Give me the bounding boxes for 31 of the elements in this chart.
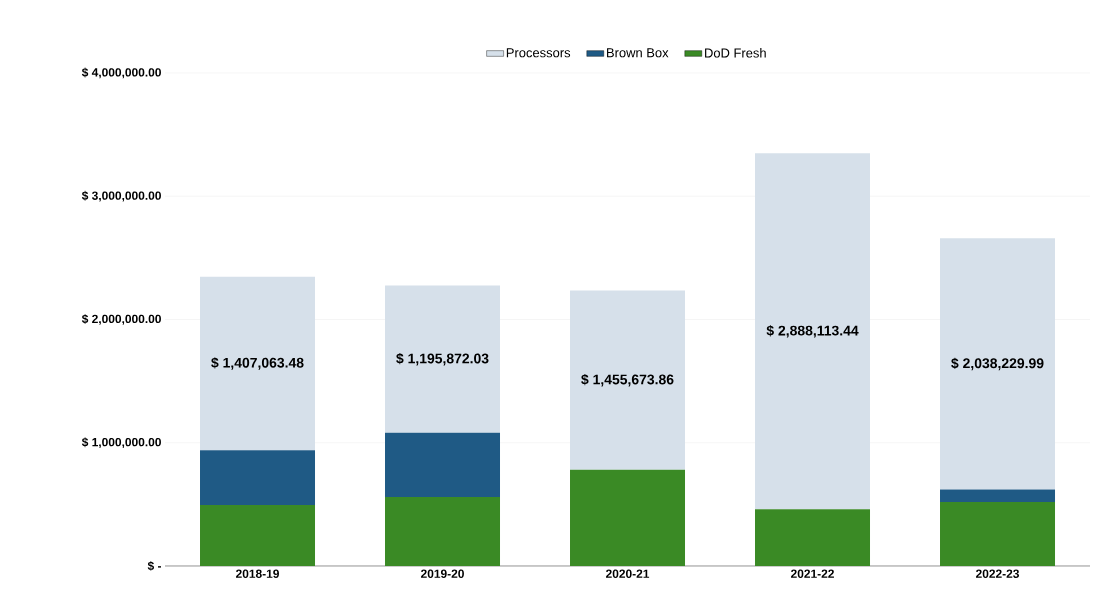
bar bbox=[940, 238, 1056, 490]
x-tick-label: 2022-23 bbox=[975, 569, 1020, 578]
legend-label: DoD Fresh bbox=[705, 48, 766, 58]
bar bbox=[385, 496, 501, 566]
bar bbox=[385, 432, 501, 497]
data-label: $ 2,038,229.99 bbox=[951, 357, 1044, 371]
data-label: $ 1,195,872.03 bbox=[396, 352, 489, 366]
bar bbox=[200, 450, 316, 505]
x-tick-label: 2018-19 bbox=[235, 569, 279, 578]
y-tick-label: $ 4,000,000.00 bbox=[81, 67, 161, 79]
y-tick-label: $ 2,000,000.00 bbox=[81, 314, 161, 325]
bar bbox=[940, 489, 1056, 502]
x-tick-label: 2019-20 bbox=[420, 569, 464, 578]
data-label: $ 2,888,113.44 bbox=[766, 325, 859, 338]
bar bbox=[755, 153, 871, 510]
legend-label: Brown Box bbox=[607, 48, 669, 58]
legend-label: Processors bbox=[506, 48, 571, 58]
bar bbox=[570, 290, 686, 470]
bar bbox=[755, 509, 871, 566]
data-label: $ 1,407,063.48 bbox=[211, 357, 304, 370]
bar bbox=[940, 501, 1056, 566]
y-tick-label: $ - bbox=[147, 561, 161, 571]
data-label: $ 1,455,673.86 bbox=[581, 373, 674, 387]
x-tick-label: 2020-21 bbox=[605, 569, 650, 578]
bar bbox=[570, 469, 686, 566]
bar bbox=[385, 285, 501, 433]
y-tick-label: $ 3,000,000.00 bbox=[81, 190, 161, 202]
x-tick-label: 2021-22 bbox=[790, 569, 834, 578]
y-tick-label: $ 1,000,000.00 bbox=[81, 437, 161, 449]
bar bbox=[200, 504, 316, 566]
bar bbox=[200, 276, 316, 451]
